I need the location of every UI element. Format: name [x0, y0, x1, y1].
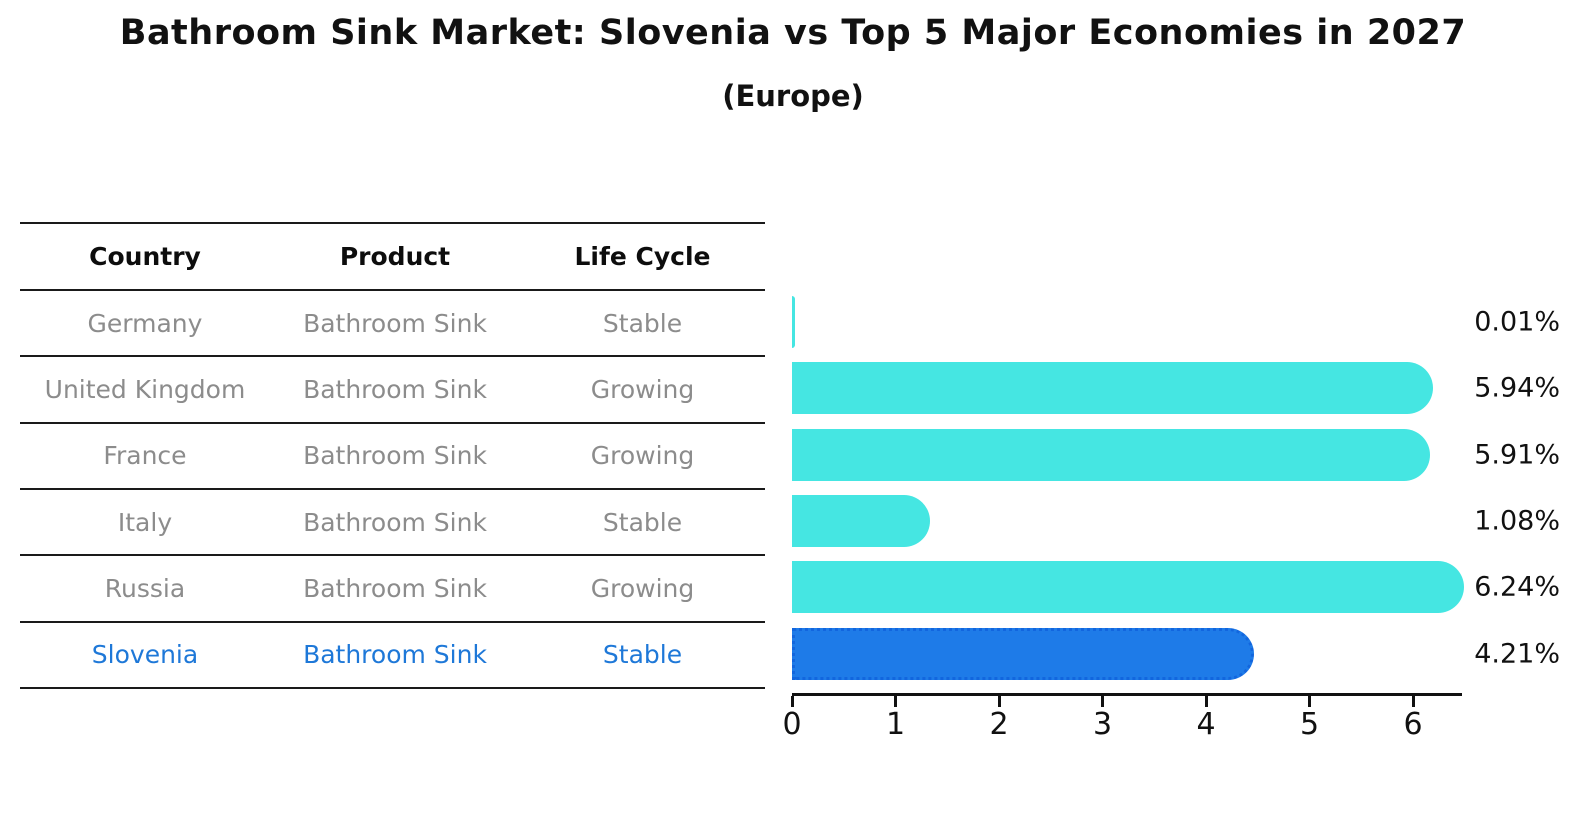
bar-italy — [792, 494, 930, 547]
cell-country: United Kingdom — [44, 374, 246, 404]
chart-row-russia: 6.24% — [792, 554, 1560, 620]
x-tick-label-3: 3 — [1092, 707, 1113, 742]
bar-germany — [792, 296, 795, 348]
cell-life-cycle: Stable — [602, 507, 683, 537]
cell-life-cycle: Growing — [590, 374, 695, 404]
value-label-italy: 1.08% — [1474, 505, 1560, 537]
cell-country: France — [103, 441, 187, 471]
x-tick-mark-0 — [790, 696, 794, 707]
x-tick-mark-2 — [997, 696, 1001, 707]
cell-country: Slovenia — [91, 640, 199, 670]
table-row-germany: Germany Bathroom Sink Stable — [20, 291, 765, 358]
chart-row-germany: 0.01% — [792, 289, 1560, 355]
cell-life-cycle: Growing — [590, 441, 695, 471]
chart-row-france: 5.91% — [792, 422, 1560, 488]
x-tick-label-6: 6 — [1403, 707, 1423, 742]
country-info-table: Country Product Life Cycle Germany Bathro… — [20, 222, 765, 689]
x-tick-label-2: 2 — [989, 707, 1009, 742]
value-label-russia: 6.24% — [1474, 571, 1560, 603]
chart-title: Bathroom Sink Market: Slovenia vs Top 5 … — [119, 13, 1467, 53]
bar-russia — [792, 561, 1464, 614]
x-tick-mark-6 — [1411, 696, 1415, 707]
x-tick-mark-5 — [1308, 696, 1311, 707]
value-label-slovenia: 4.21% — [1474, 638, 1560, 670]
cell-product: Bathroom Sink — [303, 640, 487, 670]
cell-product: Bathroom Sink — [303, 441, 487, 471]
x-tick-label-4: 4 — [1196, 707, 1216, 742]
x-tick-label-0: 0 — [782, 707, 802, 742]
bar-france — [792, 428, 1430, 481]
table-row-united-kingdom: United Kingdom Bathroom Sink Growing — [20, 357, 765, 424]
cell-country: Italy — [117, 507, 173, 537]
cell-country: Russia — [104, 573, 186, 603]
table-row-italy: Italy Bathroom Sink Stable — [20, 490, 765, 557]
x-tick-label-5: 5 — [1299, 707, 1320, 742]
cell-life-cycle: Growing — [590, 573, 695, 603]
table-body: Germany Bathroom Sink Stable United Kingdom… — [20, 291, 765, 689]
cell-life-cycle: Stable — [602, 308, 683, 338]
cell-country: Germany — [87, 308, 203, 338]
cell-product: Bathroom Sink — [303, 573, 487, 603]
value-label-france: 5.91% — [1474, 439, 1560, 471]
value-label-germany: 0.01% — [1474, 306, 1560, 338]
chart-row-slovenia: 4.21% — [792, 621, 1560, 687]
table-row-france: France Bathroom Sink Growing — [20, 424, 765, 490]
chart-row-italy: 1.08% — [792, 488, 1560, 554]
table-header-row: Country Product Life Cycle — [20, 224, 765, 291]
x-tick-mark-4 — [1204, 696, 1208, 707]
bar-slovenia — [792, 627, 1254, 680]
value-label-united-kingdom: 5.94% — [1474, 372, 1560, 404]
column-header-life-cycle: Life Cycle — [574, 242, 711, 271]
x-tick-mark-1 — [894, 696, 897, 707]
x-tick-mark-3 — [1101, 696, 1104, 707]
cell-life-cycle: Stable — [602, 640, 683, 670]
bar-united-kingdom — [792, 362, 1433, 415]
chart-subtitle: (Europe) — [722, 79, 864, 113]
cell-product: Bathroom Sink — [303, 308, 487, 338]
cell-product: Bathroom Sink — [303, 374, 487, 404]
table-row-slovenia: Slovenia Bathroom Sink Stable — [20, 623, 765, 689]
x-tick-label-1: 1 — [885, 707, 906, 742]
table-row-russia: Russia Bathroom Sink Growing — [20, 556, 765, 623]
x-axis-line — [792, 693, 1462, 696]
column-header-product: Product — [339, 242, 451, 271]
bar-chart: 0.01% 5.94% 5.91% 1.08% 6.24% 4.21% — [792, 289, 1560, 687]
cell-product: Bathroom Sink — [303, 507, 487, 537]
column-header-country: Country — [89, 242, 201, 271]
chart-row-united-kingdom: 5.94% — [792, 355, 1560, 421]
